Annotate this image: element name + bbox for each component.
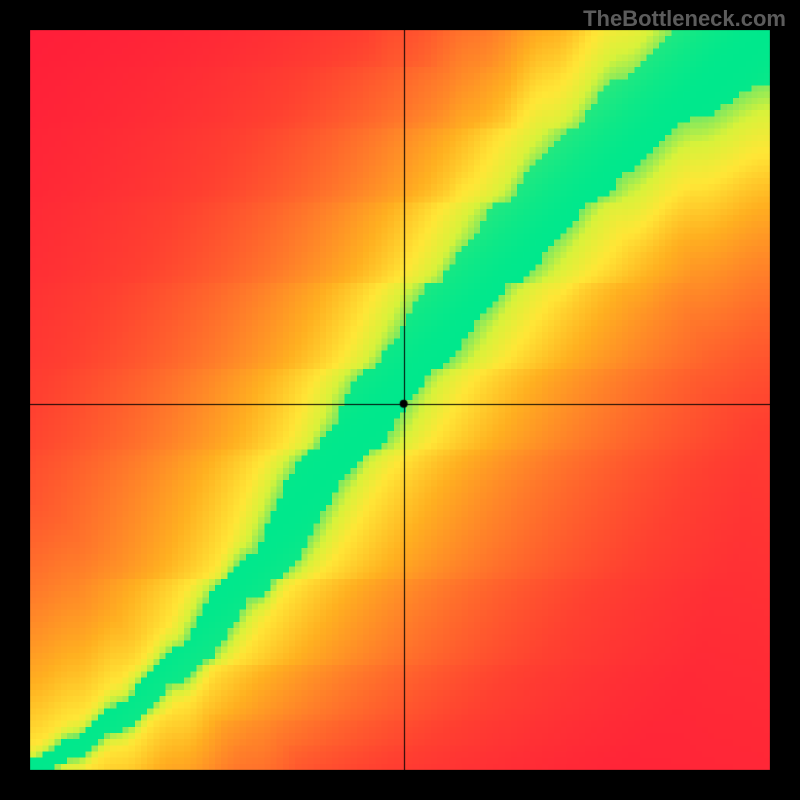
watermark-text: TheBottleneck.com xyxy=(583,6,786,32)
crosshair-overlay xyxy=(0,0,800,800)
chart-container: TheBottleneck.com xyxy=(0,0,800,800)
